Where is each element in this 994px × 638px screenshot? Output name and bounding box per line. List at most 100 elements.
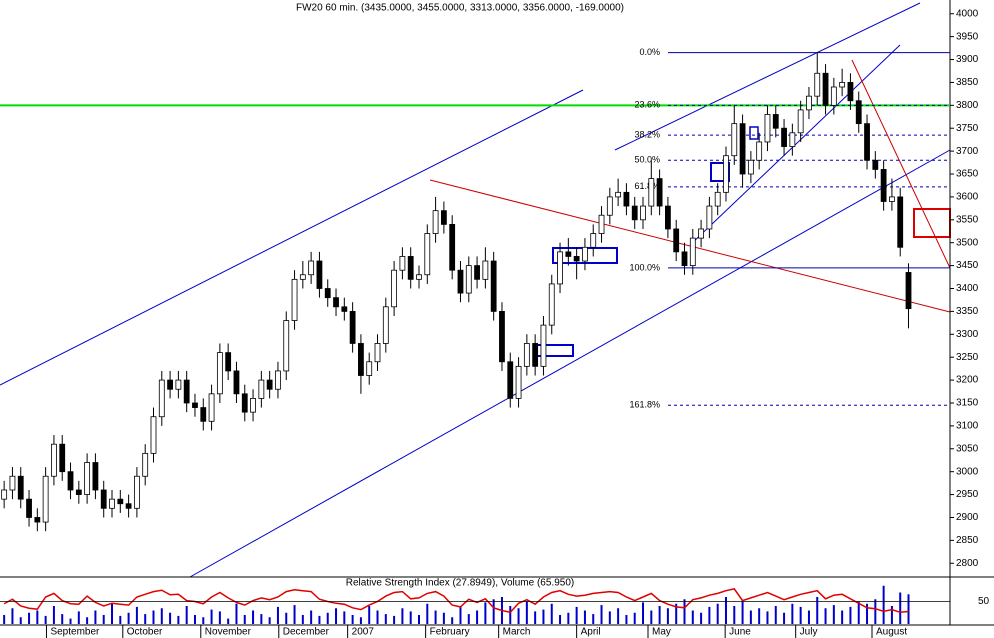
volume-bar <box>642 602 645 624</box>
candle-body <box>747 159 754 175</box>
rsi-line <box>3 588 909 614</box>
candle-body <box>407 256 414 280</box>
candle-body <box>366 361 373 376</box>
volume-bar <box>559 615 562 624</box>
volume-bar <box>691 610 694 624</box>
volume-bar <box>849 606 852 624</box>
volume-bar <box>451 617 454 624</box>
candle-body <box>698 228 704 239</box>
candle-body <box>100 489 107 509</box>
candle-body <box>582 246 588 262</box>
volume-bar <box>193 615 196 624</box>
candle-body <box>92 462 99 491</box>
candle-body <box>523 343 530 367</box>
candle-body <box>806 95 812 111</box>
x-tick-label: May <box>652 627 671 638</box>
fib-label: 50.0% <box>634 155 660 165</box>
indicator-label: Relative Strength Index (27.8949), Volum… <box>346 578 574 589</box>
x-tick-label: July <box>800 627 818 638</box>
y-tick-label: 4000 <box>956 8 979 19</box>
candle-body <box>855 100 862 125</box>
candle-body <box>830 86 837 106</box>
candle-body <box>615 191 622 198</box>
candle-body <box>623 191 630 207</box>
y-tick-label: 3350 <box>956 306 979 317</box>
volume-bar <box>252 610 255 624</box>
volume-bar <box>874 599 877 624</box>
candle-body <box>731 123 738 157</box>
trend-line <box>851 59 951 269</box>
volume-bar <box>807 610 810 624</box>
candle-body <box>781 127 787 147</box>
volume-bar <box>19 617 22 624</box>
x-tick-label: August <box>876 627 907 638</box>
candle-body <box>872 159 879 170</box>
candle-body <box>590 233 597 248</box>
volume-bar <box>111 603 114 624</box>
volume-bar <box>741 600 744 624</box>
volume-bar <box>700 612 703 624</box>
volume-bar <box>3 615 6 624</box>
volume-bar <box>567 612 570 624</box>
candle-body <box>349 310 356 344</box>
volume-bar <box>899 592 902 624</box>
candle-body <box>905 272 912 310</box>
candle-body <box>175 379 182 390</box>
candle-body <box>374 343 381 363</box>
candle-body <box>490 260 497 312</box>
candle-body <box>75 489 82 495</box>
volume-bar <box>592 614 595 624</box>
x-tick-label: February <box>430 627 470 638</box>
y-tick-label: 3750 <box>956 123 979 134</box>
candle-body <box>797 109 804 134</box>
candle-body <box>26 498 32 518</box>
candle-body <box>474 265 480 280</box>
x-tick-label: 2007 <box>352 627 375 638</box>
candle-body <box>333 297 339 308</box>
volume-bar <box>268 617 271 624</box>
volume-bar <box>608 611 611 624</box>
x-tick-label: September <box>50 627 100 638</box>
candle-body <box>449 223 456 271</box>
volume-bar <box>832 605 835 624</box>
candle-body <box>631 205 638 221</box>
volume-bar <box>301 615 304 624</box>
volume-bar <box>102 615 105 624</box>
volume-bar <box>36 610 39 624</box>
volume-bar <box>177 615 180 624</box>
candle-body <box>9 475 16 491</box>
candle-body <box>266 379 273 390</box>
fib-label: 38.2% <box>634 129 660 139</box>
volume-bar <box>368 606 371 624</box>
volume-bar <box>185 606 188 624</box>
volume-bar <box>675 603 678 624</box>
candle-body <box>133 475 140 509</box>
volume-bar <box>243 615 246 624</box>
candle-body <box>723 155 729 193</box>
candle-body <box>142 452 149 477</box>
volume-bar <box>86 617 89 624</box>
volume-bar <box>285 612 288 624</box>
candle-body <box>117 498 124 505</box>
candle-body <box>158 379 165 418</box>
y-tick-label: 3400 <box>956 283 979 294</box>
candle-body <box>598 214 605 234</box>
candle-body <box>656 178 663 207</box>
volume-bar <box>409 611 412 624</box>
candle-body <box>665 205 671 230</box>
candle-body <box>208 393 215 422</box>
volume-bar <box>119 615 122 624</box>
x-tick-label: November <box>205 627 252 638</box>
x-tick-label: October <box>127 627 163 638</box>
volume-bar <box>293 605 296 624</box>
candle-body <box>689 237 696 267</box>
volume-bar <box>210 609 213 624</box>
chart-title: FW20 60 min. (3435.0000, 3455.0000, 3313… <box>296 3 624 14</box>
volume-bar <box>824 608 827 624</box>
x-tick-label: December <box>283 627 330 638</box>
candle-body <box>499 310 505 363</box>
candle-body <box>548 283 555 326</box>
y-tick-label: 3300 <box>956 329 979 340</box>
candle-body <box>51 443 57 477</box>
candle-body <box>216 352 223 395</box>
